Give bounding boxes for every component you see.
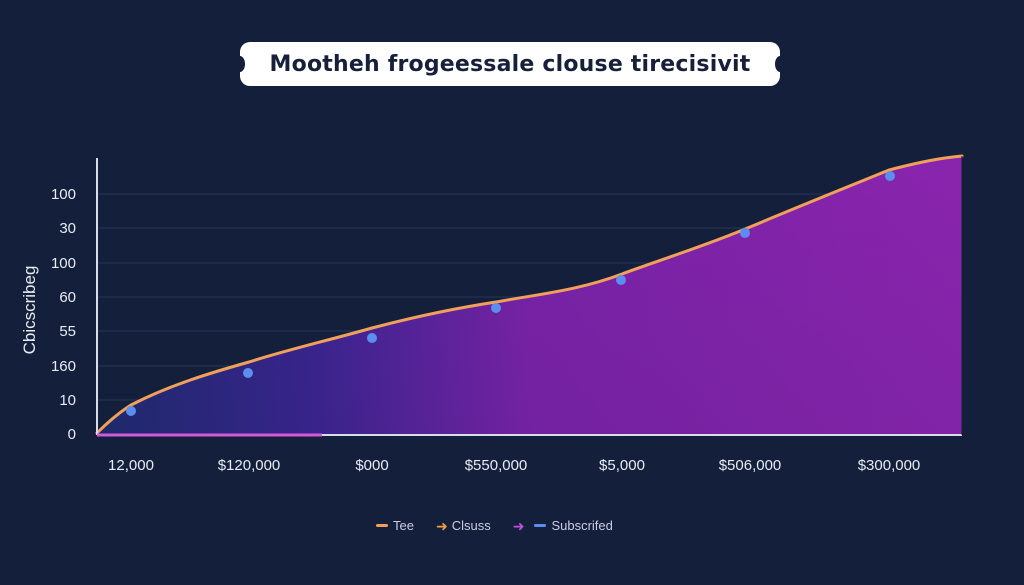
data-point — [367, 333, 377, 343]
x-tick: $506,000 — [718, 457, 782, 474]
data-markers — [126, 171, 895, 416]
chart-title-banner: Mootheh frogeessale clouse tirecisivit — [235, 42, 785, 86]
y-tick: 30 — [59, 220, 76, 237]
series-line — [95, 154, 964, 435]
chart-title: Mootheh frogeessale clouse tirecisivit — [269, 51, 751, 77]
y-tick: 100 — [50, 186, 76, 203]
legend-label: Clsuss — [451, 518, 491, 533]
y-tick: 60 — [59, 289, 76, 306]
data-point — [740, 228, 750, 238]
x-tick: $5,000 — [599, 457, 645, 474]
line-swatch-icon — [534, 524, 547, 527]
x-tick: $000 — [355, 457, 389, 474]
x-tick: $300,000 — [857, 457, 921, 474]
legend-label: Tee — [393, 518, 414, 533]
x-tick: $550,000 — [464, 457, 528, 474]
y-tick: 10 — [59, 392, 76, 409]
y-tick: 160 — [50, 358, 76, 375]
y-tick: 55 — [59, 323, 76, 340]
x-tick: $120,000 — [217, 457, 281, 474]
arrow-right-icon: ➜ — [512, 517, 525, 534]
data-point — [616, 275, 626, 285]
data-point — [491, 303, 501, 313]
legend-item-subscrifed[interactable]: ➜ Subscrifed — [513, 518, 613, 533]
arrow-right-icon: ➜ — [435, 517, 448, 534]
data-point — [126, 406, 136, 416]
line-swatch-icon — [376, 524, 388, 527]
legend-item-clsuss[interactable]: ➜ Clsuss — [436, 518, 491, 533]
y-tick: 0 — [67, 426, 76, 443]
legend-item-tee[interactable]: Tee — [376, 518, 414, 533]
data-point — [243, 368, 253, 378]
legend-label: Subscrifed — [551, 518, 613, 533]
y-tick: 100 — [50, 255, 76, 272]
x-tick: 12,000 — [108, 457, 154, 474]
chart-legend: Tee ➜ Clsuss ➜ Subscrifed — [376, 518, 635, 533]
data-point — [885, 171, 895, 181]
